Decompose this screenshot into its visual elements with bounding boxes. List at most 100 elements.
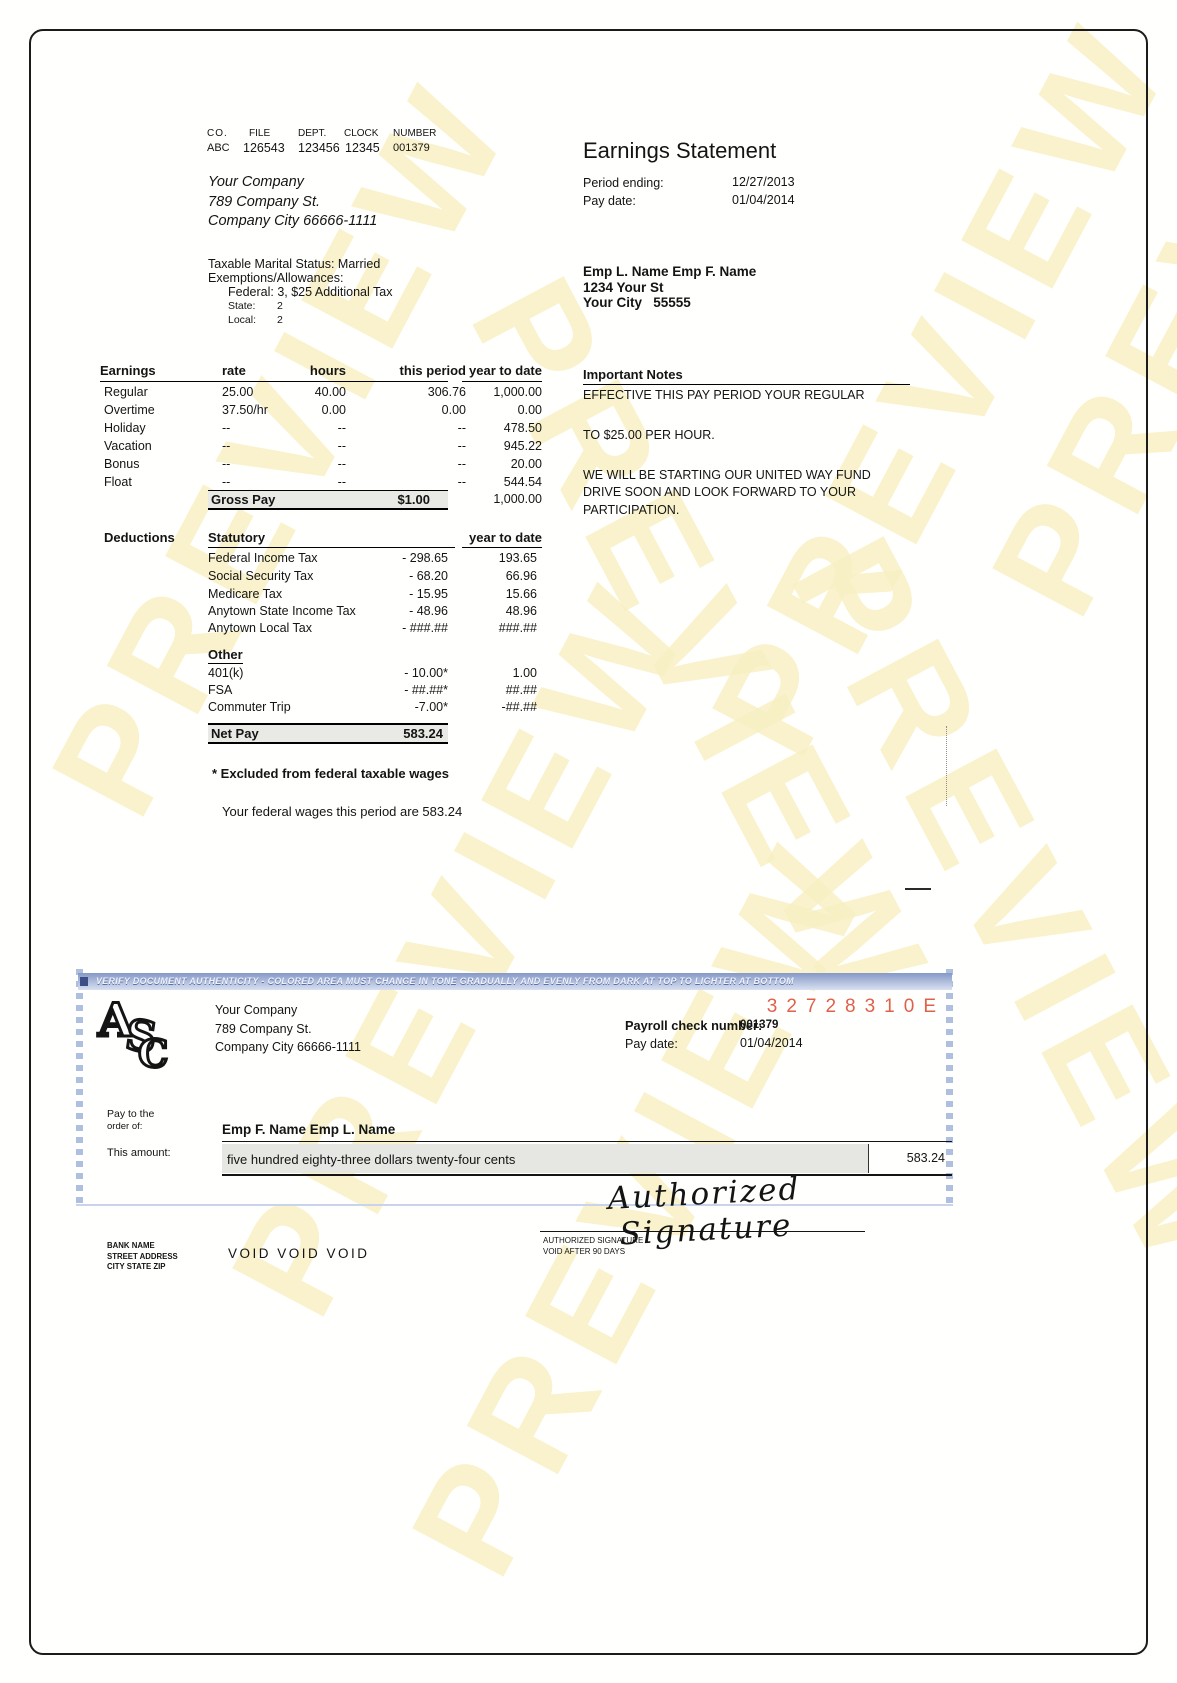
check-pay-date-label: Pay date: — [625, 1037, 678, 1051]
gross-pay-label: Gross Pay — [211, 492, 276, 507]
marital-status: Taxable Marital Status: Married — [208, 257, 381, 271]
employee-block: Emp L. Name Emp F. Name 1234 Your St You… — [583, 264, 756, 311]
earnings-cell: 0.00 — [321, 403, 346, 417]
payroll-check-label: Payroll check number: — [625, 1018, 763, 1033]
deduction-cell: - 68.20 — [409, 569, 448, 583]
payee-name: Emp F. Name Emp L. Name — [222, 1122, 396, 1137]
earnings-cell: -- — [222, 439, 231, 453]
earnings-cell: Bonus — [104, 457, 140, 471]
logo-letter-a: A — [97, 996, 135, 1047]
earnings-cell: -- — [337, 457, 346, 471]
company-logo: A S C — [96, 996, 170, 1070]
deduction-cell: - 15.95 — [409, 587, 448, 601]
authenticity-banner: VERIFY DOCUMENT AUTHENTICITY - COLORED A… — [78, 973, 952, 990]
deduction-cell: Commuter Trip — [208, 700, 291, 714]
bank-name: BANK NAME — [107, 1241, 155, 1250]
file-value: 126543 — [243, 141, 285, 155]
pay-date-label: Pay date: — [583, 194, 636, 208]
deduction-cell: - 298.65 — [402, 551, 448, 565]
statutory-rule — [208, 547, 455, 548]
dept-label: DEPT. — [298, 128, 327, 139]
deduction-cell: - ##.##* — [404, 683, 448, 697]
net-pay-bar: Net Pay 583.24 — [208, 723, 448, 744]
earnings-cell: -- — [337, 421, 346, 435]
notes-line: WE WILL BE STARTING OUR UNITED WAY FUND — [583, 468, 871, 482]
deduction-row: Social Security Tax - 68.20 66.96 — [208, 569, 542, 586]
earnings-cell: -- — [222, 475, 231, 489]
pay-to-line1: Pay to the — [107, 1108, 155, 1120]
deduction-row: Anytown State Income Tax - 48.96 48.96 — [208, 604, 542, 621]
earnings-cell: 0.00 — [441, 403, 466, 417]
amount-numeric: 583.24 — [906, 1151, 945, 1165]
state-value: 2 — [277, 300, 283, 312]
stub-cut-mark — [905, 888, 931, 890]
payroll-check-number: 001379 — [740, 1019, 779, 1031]
earnings-cell: -- — [457, 439, 466, 453]
state-label: State: — [228, 300, 256, 312]
amount-numeric-cell: 583.24 — [868, 1144, 953, 1173]
earnings-row: Overtime 37.50/hr 0.00 0.00 0.00 — [100, 403, 544, 420]
signature-line — [540, 1231, 865, 1232]
federal-wages-line: Your federal wages this period are 583.2… — [222, 804, 463, 819]
amount-label: This amount: — [107, 1147, 171, 1159]
deduction-cell: 66.96 — [505, 569, 537, 583]
bank-street: STREET ADDRESS — [107, 1251, 178, 1261]
deduction-row: FSA - ##.##* ##.## — [208, 683, 542, 700]
earnings-row: Holiday -- -- -- 478.50 — [100, 421, 544, 438]
company-address-block: Your Company 789 Company St. Company Cit… — [208, 173, 377, 232]
company-city: Company City 66666-1111 — [208, 213, 378, 229]
logo-letter-s: S — [123, 1010, 160, 1063]
period-col-header: this period — [399, 363, 466, 378]
gross-pay-ytd: 1,000.00 — [493, 492, 542, 506]
net-pay-amount: 583.24 — [403, 726, 443, 741]
deduction-cell: Anytown Local Tax — [208, 621, 312, 635]
gross-pay-bar: Gross Pay $1.00 — [208, 490, 448, 510]
earnings-cell: -- — [337, 439, 346, 453]
earnings-cell: 945.22 — [503, 439, 542, 453]
deduction-cell: ###.## — [498, 621, 537, 635]
deduction-row: Commuter Trip -7.00* -##.## — [208, 700, 542, 717]
pay-date-value: 01/04/2014 — [732, 193, 795, 207]
deduction-cell: - ###.## — [402, 621, 448, 635]
earnings-cell: -- — [222, 457, 231, 471]
pay-to-label: Pay to the order of: — [107, 1108, 154, 1133]
check-company-name: Your Company — [215, 1003, 298, 1017]
signature-caption2: VOID AFTER 90 DAYS — [543, 1247, 626, 1256]
notes-line: TO $25.00 PER HOUR. — [583, 428, 715, 442]
earnings-row: Vacation -- -- -- 945.22 — [100, 439, 544, 456]
statutory-header: Statutory — [208, 530, 266, 545]
earnings-cell: Regular — [104, 385, 148, 399]
deduction-cell: - 48.96 — [409, 604, 448, 618]
company-name: Your Company — [208, 174, 304, 190]
deduction-cell: 1.00 — [512, 666, 537, 680]
earnings-header-row: Earnings rate hours this period year to … — [100, 363, 544, 380]
deduction-cell: 15.66 — [505, 587, 537, 601]
amount-words: five hundred eighty-three dollars twenty… — [227, 1152, 516, 1167]
earnings-cell: 37.50/hr — [222, 403, 268, 417]
local-label: Local: — [228, 314, 257, 326]
notes-line: EFFECTIVE THIS PAY PERIOD YOUR REGULAR — [583, 388, 865, 402]
earnings-header-rule — [100, 381, 448, 382]
earnings-cell: 0.00 — [517, 403, 542, 417]
co-value: ABC — [207, 142, 230, 154]
deductions-ytd-rule — [462, 547, 542, 548]
earnings-cell: 306.76 — [427, 385, 466, 399]
pay-to-line2: order of: — [107, 1120, 143, 1132]
payroll-check: VERIFY DOCUMENT AUTHENTICITY - COLORED A… — [75, 964, 955, 1300]
rate-col-header: rate — [222, 363, 246, 378]
employee-city: Your City 55555 — [583, 295, 691, 310]
earnings-cell: -- — [457, 475, 466, 489]
period-ending-label: Period ending: — [583, 176, 664, 190]
deduction-cell: 193.65 — [498, 551, 537, 565]
deduction-cell: Social Security Tax — [208, 569, 314, 583]
deductions-ytd-header: year to date — [469, 530, 542, 545]
earnings-col-header: Earnings — [100, 363, 156, 378]
payee-underline — [222, 1141, 952, 1142]
notes-title: Important Notes — [583, 367, 683, 382]
deduction-cell: 401(k) — [208, 666, 244, 680]
bank-block: BANK NAME STREET ADDRESS CITY STATE ZIP — [107, 1241, 178, 1273]
deduction-cell: Anytown State Income Tax — [208, 604, 356, 618]
employee-name: Emp L. Name Emp F. Name — [583, 264, 757, 279]
earnings-cell: Overtime — [104, 403, 155, 417]
deduction-cell: -7.00* — [414, 700, 448, 714]
